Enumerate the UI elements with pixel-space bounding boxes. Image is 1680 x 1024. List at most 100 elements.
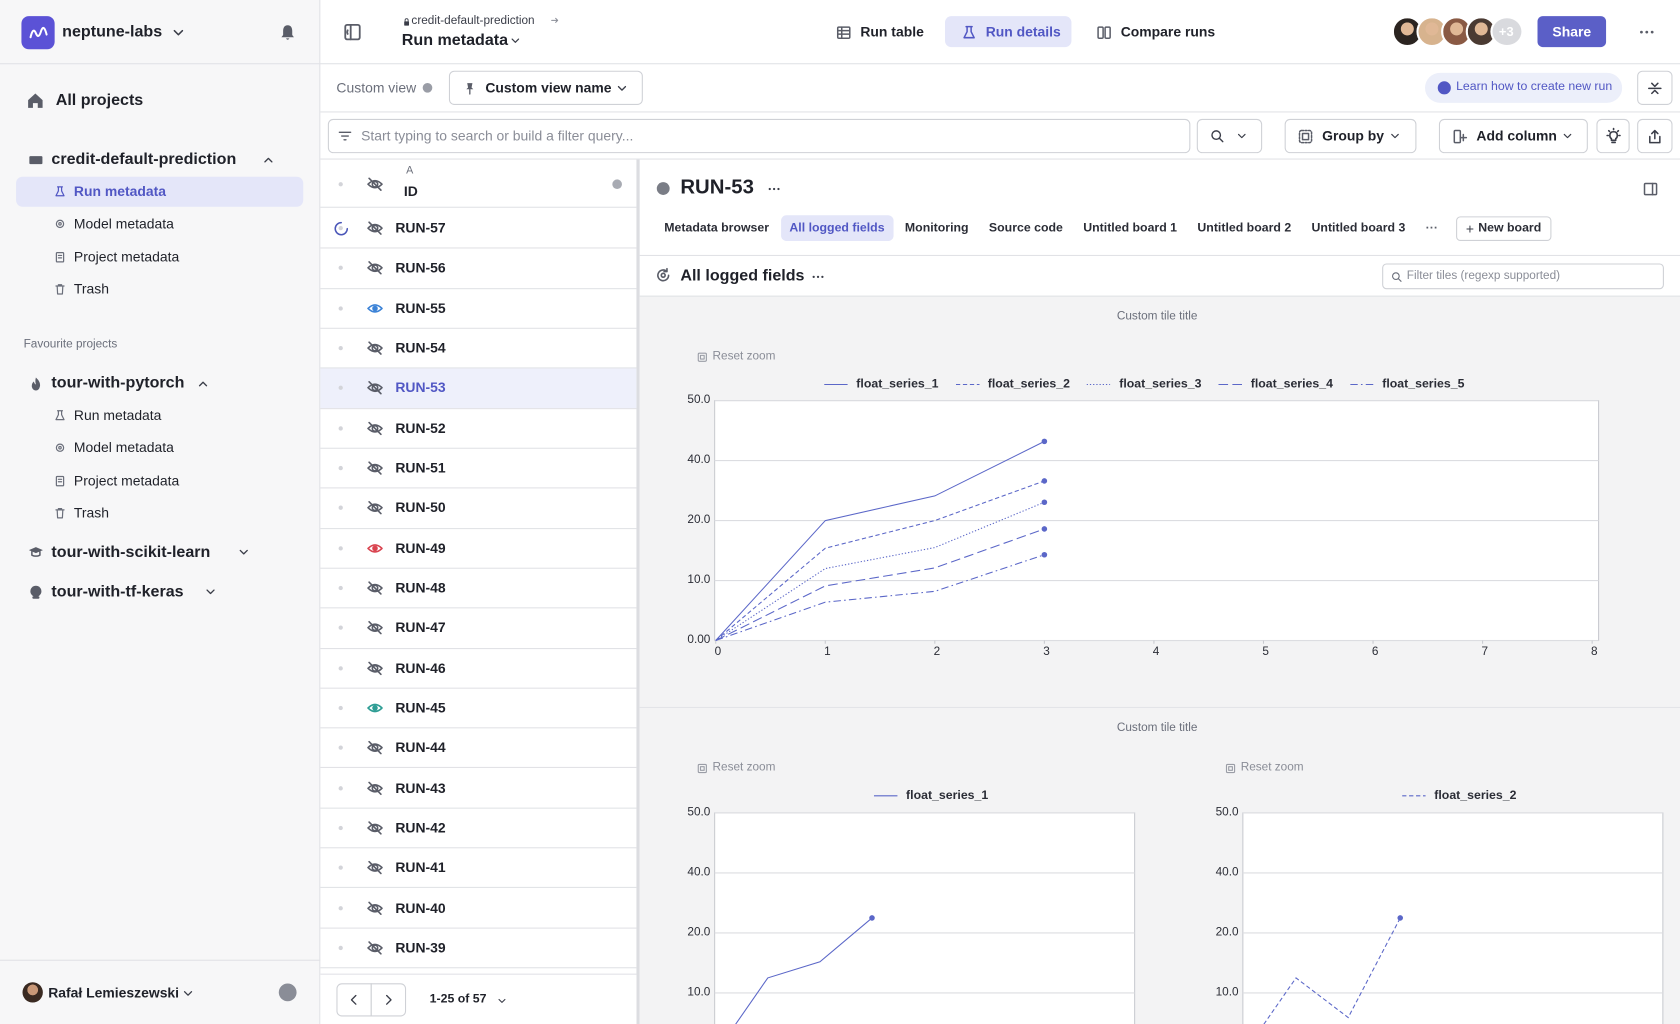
search-mode[interactable] — [1196, 118, 1263, 154]
user-name[interactable]: Rafał Lemieszewski — [48, 984, 180, 1001]
icon-part — [1453, 129, 1461, 143]
y-tick-label: 20.0 — [1215, 925, 1239, 939]
details-tab[interactable]: Untitled board 2 — [1197, 221, 1292, 235]
legend-label[interactable]: float_series_5 — [1382, 378, 1465, 391]
run-id[interactable]: RUN-43 — [395, 779, 446, 796]
icon-part — [697, 352, 707, 362]
details-tab[interactable]: Monitoring — [904, 221, 969, 235]
icon-part — [1397, 277, 1402, 282]
run-id[interactable]: RUN-51 — [395, 459, 446, 476]
legend-label[interactable]: float_series_1 — [906, 789, 989, 803]
run-id[interactable]: RUN-54 — [395, 339, 446, 356]
icon-part — [1650, 30, 1654, 34]
share-label[interactable]: Share — [1552, 23, 1592, 40]
project-item[interactable]: Run metadata — [73, 183, 167, 200]
row-visibility — [367, 941, 383, 955]
top-tab[interactable]: Run details — [985, 23, 1061, 40]
legend-label[interactable]: float_series_1 — [856, 378, 939, 391]
legend-item[interactable]: float_series_2 — [955, 378, 1070, 391]
view-name[interactable]: Custom view name — [485, 79, 612, 96]
row-dot — [338, 825, 343, 831]
legend-label[interactable]: float_series_2 — [987, 378, 1070, 391]
icon-part — [836, 25, 850, 39]
legend-swatch — [824, 383, 848, 386]
run-id[interactable]: RUN-42 — [395, 819, 446, 836]
search-input[interactable] — [327, 118, 1191, 154]
collapse-button[interactable] — [1637, 70, 1673, 105]
run-id[interactable]: RUN-48 — [395, 579, 446, 596]
icon-part — [28, 155, 42, 164]
legend-item[interactable]: float_series_3 — [1087, 378, 1201, 391]
run-id[interactable]: RUN-44 — [395, 739, 446, 756]
legend-label[interactable]: float_series_4 — [1250, 378, 1333, 391]
learn-link[interactable]: Learn how to create new run — [1456, 80, 1613, 94]
bulb-button[interactable] — [1596, 118, 1630, 154]
group-by[interactable] — [1284, 118, 1417, 154]
breadcrumb[interactable]: credit-default-prediction — [411, 14, 535, 28]
legend-item[interactable]: float_series_4 — [1218, 378, 1333, 391]
project-name[interactable]: credit-default-prediction — [51, 149, 237, 169]
run-id[interactable]: RUN-53 — [395, 379, 446, 396]
run-id[interactable]: RUN-50 — [395, 499, 446, 516]
legend-label[interactable]: float_series_2 — [1434, 789, 1517, 803]
top-tab[interactable]: Compare runs — [1120, 23, 1216, 40]
next-page[interactable] — [370, 983, 407, 1017]
top-tab[interactable]: Run table — [860, 23, 924, 40]
project-item[interactable]: Project metadata — [73, 248, 180, 265]
icon-part — [28, 26, 48, 38]
filter-tiles[interactable] — [1382, 263, 1664, 290]
new-board[interactable]: + New board — [1456, 215, 1551, 241]
page-title: Run metadata — [401, 31, 509, 50]
details-tab[interactable]: Untitled board 1 — [1083, 221, 1178, 235]
legend-item[interactable]: float_series_5 — [1350, 378, 1464, 391]
run-id[interactable]: RUN-56 — [395, 259, 446, 276]
run-id[interactable]: RUN-49 — [395, 539, 446, 556]
reset-zoom[interactable]: Reset zoom — [712, 349, 776, 363]
run-id[interactable]: RUN-52 — [395, 419, 446, 436]
details-tab[interactable]: All logged fields — [780, 215, 894, 241]
project-name[interactable]: tour-with-scikit-learn — [51, 542, 211, 561]
run-id[interactable]: RUN-46 — [395, 659, 446, 676]
run-id[interactable]: RUN-47 — [395, 619, 446, 636]
details-tab[interactable]: Metadata browser — [664, 221, 770, 235]
share-button[interactable] — [1537, 16, 1607, 48]
project-chevron — [198, 381, 207, 386]
project-item[interactable]: Trash — [73, 280, 110, 297]
project-item[interactable]: Run metadata — [73, 407, 162, 424]
tab-icon — [836, 25, 850, 39]
project-item[interactable]: Project metadata — [73, 472, 180, 489]
project-name[interactable]: tour-with-pytorch — [51, 373, 185, 393]
project-item[interactable]: Model metadata — [73, 215, 174, 232]
project-name[interactable]: tour-with-tf-keras — [51, 582, 184, 601]
run-id[interactable]: RUN-45 — [395, 699, 446, 716]
reset-zoom[interactable]: Reset zoom — [1240, 760, 1304, 774]
run-id[interactable]: RUN-40 — [395, 899, 446, 916]
run-id[interactable]: RUN-39 — [395, 939, 446, 956]
legend-item[interactable]: float_series_2 — [1402, 789, 1516, 802]
run-id[interactable]: RUN-57 — [395, 219, 446, 236]
project-item[interactable]: Model metadata — [73, 439, 174, 456]
run-id[interactable]: RUN-55 — [395, 299, 446, 316]
more-tabs[interactable]: ··· — [1425, 221, 1438, 235]
view-select[interactable] — [448, 70, 643, 105]
legend-item[interactable]: float_series_1 — [873, 789, 989, 803]
header-dot — [338, 182, 343, 187]
add-column-label[interactable]: Add column — [1476, 127, 1557, 144]
legend-item[interactable]: float_series_1 — [824, 378, 938, 391]
project-item[interactable]: Trash — [73, 504, 110, 521]
group-by-label[interactable]: Group by — [1322, 127, 1385, 144]
export-button[interactable] — [1637, 118, 1673, 154]
details-tab[interactable]: Source code — [988, 221, 1063, 235]
pagination[interactable]: 1-25 of 57 — [429, 993, 487, 1006]
details-tab[interactable]: Untitled board 3 — [1311, 221, 1406, 235]
icon-part — [371, 584, 379, 592]
run-id[interactable]: RUN-41 — [395, 859, 446, 876]
add-column[interactable] — [1438, 118, 1588, 154]
project-icon — [31, 376, 40, 390]
all-projects[interactable]: All projects — [55, 91, 144, 110]
new-board-label[interactable]: New board — [1478, 221, 1542, 235]
icon-part — [699, 354, 705, 360]
legend-label[interactable]: float_series_3 — [1119, 378, 1202, 391]
learn-pill[interactable] — [1425, 72, 1623, 103]
reset-zoom[interactable]: Reset zoom — [712, 760, 776, 774]
